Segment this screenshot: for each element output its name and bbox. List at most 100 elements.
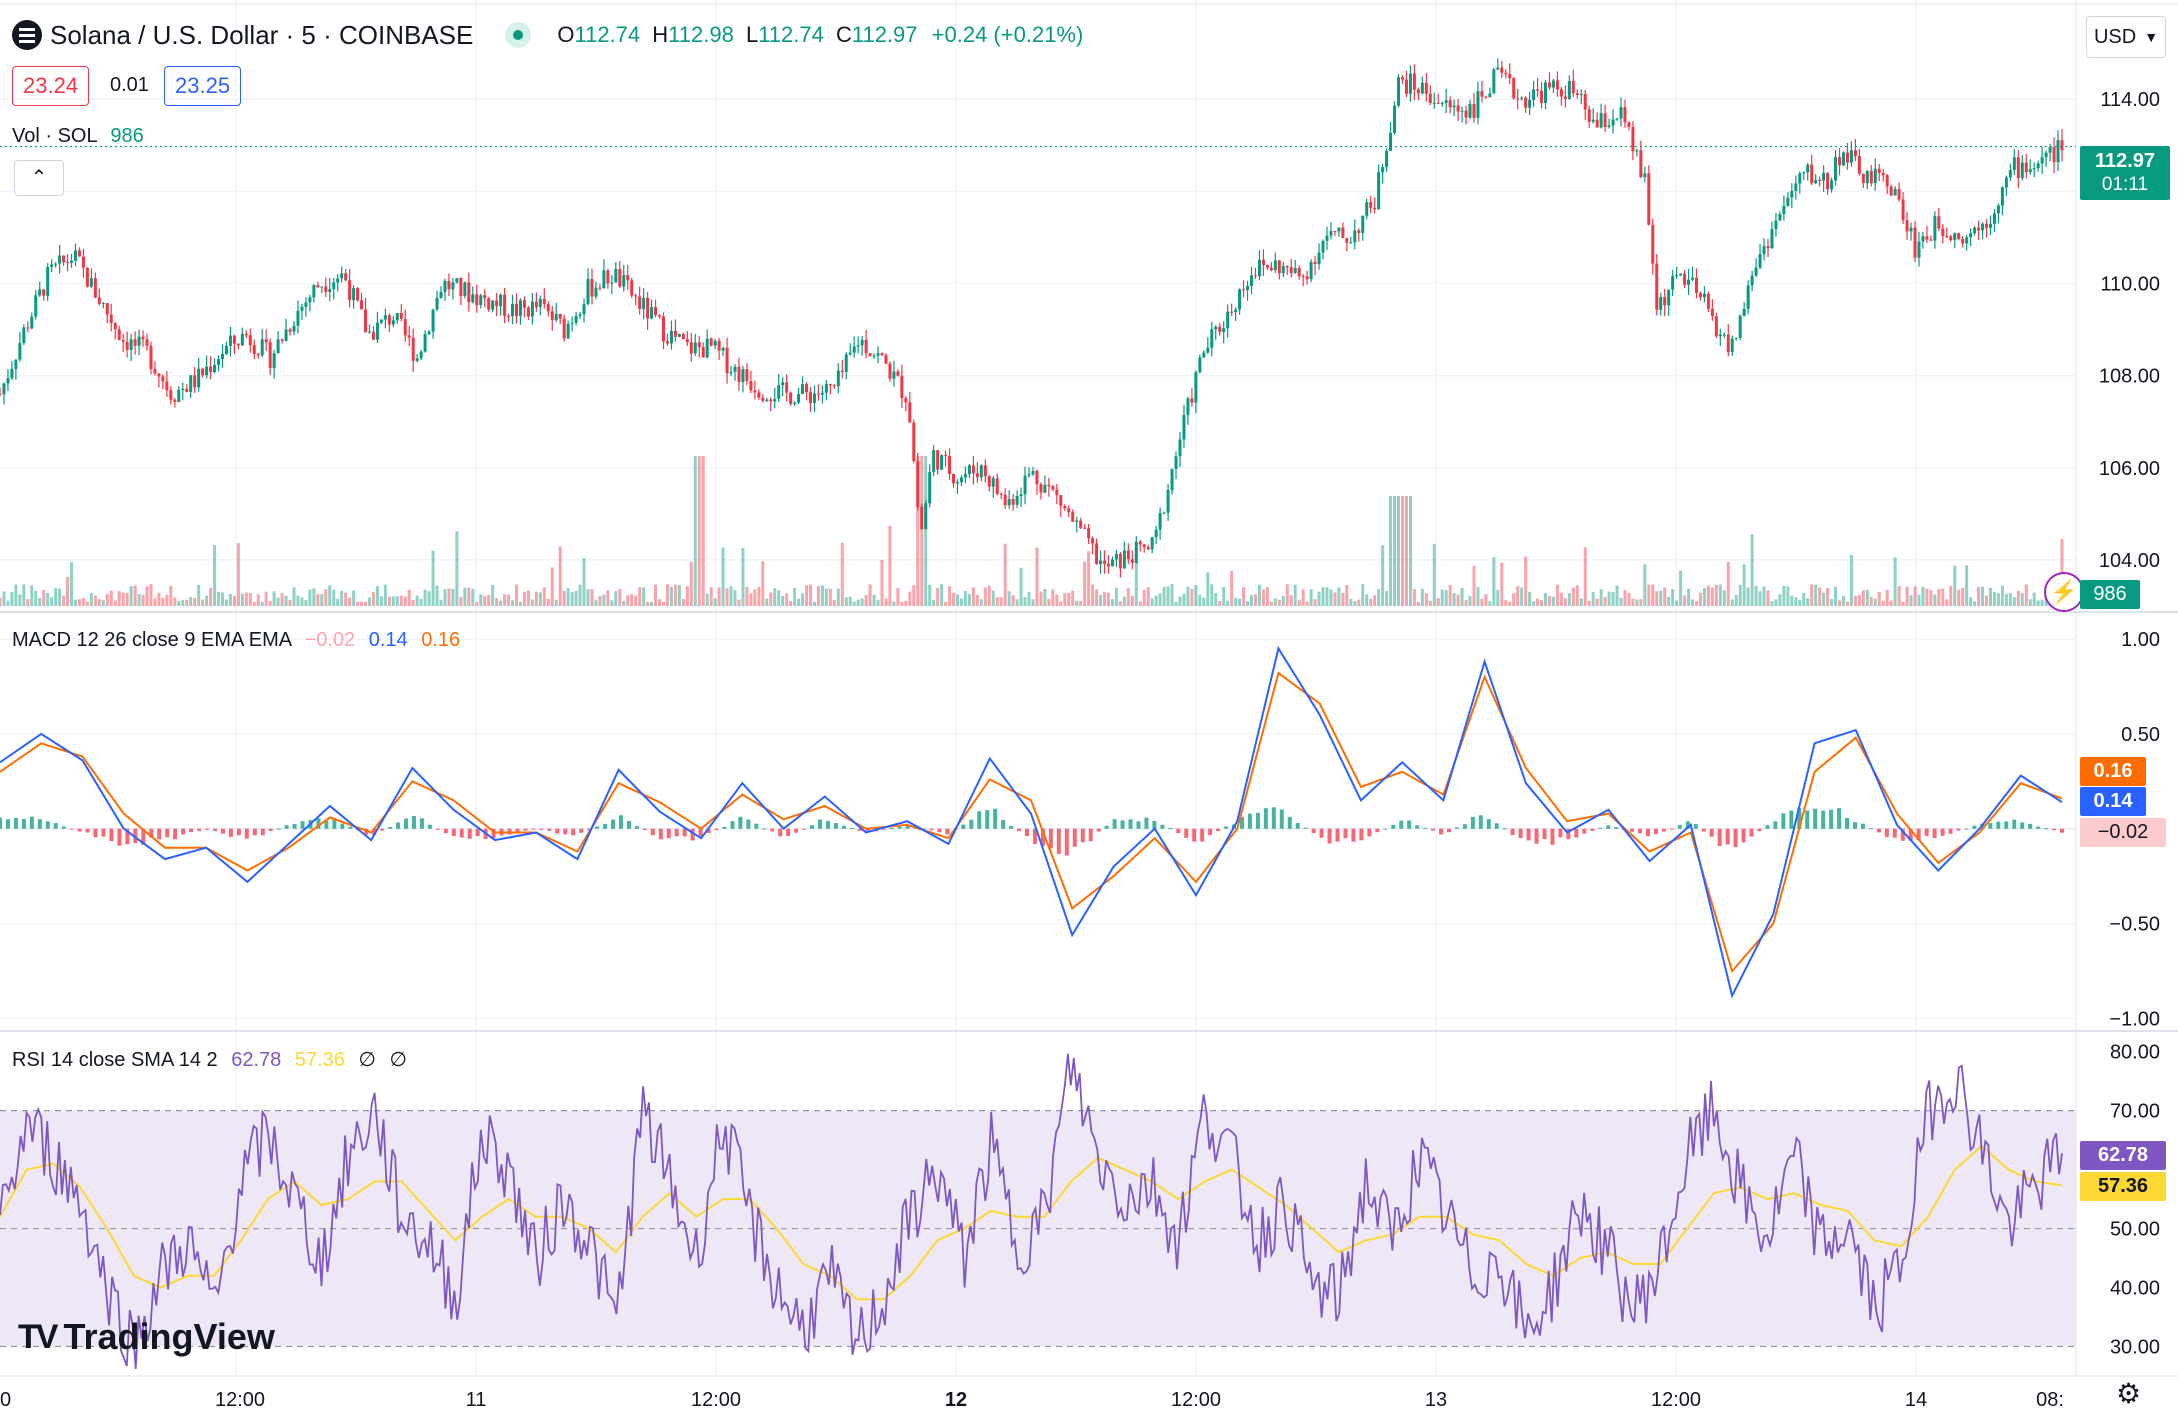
volume-bar [578, 584, 582, 606]
volume-bar [431, 550, 435, 606]
volume-bar [1544, 592, 1548, 606]
candle-body [499, 294, 503, 307]
volume-bar [1627, 592, 1631, 606]
candle-body [570, 322, 574, 324]
volume-bar [1849, 555, 1853, 606]
volume-bar [824, 588, 828, 606]
candle-body [1639, 150, 1643, 178]
volume-bar [125, 593, 129, 606]
candle-body [10, 368, 14, 379]
volume-bar [828, 588, 832, 606]
volume-bar [101, 600, 105, 606]
macd-hist-bar [37, 819, 42, 829]
volume-bar [1973, 601, 1977, 606]
candle-body [1754, 267, 1758, 276]
candle-body [1210, 329, 1214, 348]
macd-hist-bar [236, 828, 241, 836]
rsi-legend[interactable]: RSI 14 close SMA 14 2 62.78 57.36 ∅ ∅ [12, 1049, 407, 1071]
tradingview-logo[interactable]: TV TradingView [18, 1316, 275, 1358]
volume-bar [912, 585, 916, 606]
candle-body [1500, 67, 1504, 73]
candle-body [1186, 398, 1190, 415]
candle-body [1393, 105, 1397, 133]
volume-bar [753, 589, 757, 606]
macd-hist-bar [451, 828, 456, 837]
macd-hist-bar [1271, 807, 1276, 829]
macd-hist-bar [2052, 828, 2057, 831]
macd-hist-bar [1725, 828, 1730, 845]
buy-price-button[interactable]: 23.25 [164, 66, 242, 106]
macd-hist-bar [1884, 828, 1889, 838]
candle-body [316, 285, 320, 288]
volume-bar [1893, 557, 1897, 606]
macd-hist-bar [865, 828, 870, 832]
volume-bar [70, 562, 74, 606]
macd-hist-bar [1837, 808, 1842, 829]
settings-gear-icon[interactable]: ⚙ [2116, 1378, 2142, 1409]
volume-bar [558, 546, 562, 606]
candle-body [1619, 107, 1623, 119]
macd-hist-bar [427, 824, 432, 829]
candle-body [1397, 77, 1401, 106]
candle-body [1230, 311, 1234, 313]
volume-bar [1726, 561, 1730, 606]
volume-bar [709, 587, 713, 606]
volume-bar [1468, 595, 1472, 606]
candle-body [1925, 236, 1929, 240]
candle-body [741, 369, 745, 382]
volume-bar [1611, 592, 1615, 606]
volume-bar [26, 599, 30, 606]
volume-bar [1810, 584, 1814, 606]
currency-select[interactable]: USD ▼ [2086, 16, 2166, 58]
sell-price-button[interactable]: 23.24 [12, 66, 90, 106]
candle-body [1071, 512, 1075, 522]
volume-bar [618, 588, 622, 606]
lightning-icon[interactable]: ⚡ [2044, 572, 2084, 612]
candle-body [1567, 81, 1571, 99]
volume-bar [852, 601, 856, 606]
tradingview-brand-text: TradingView [63, 1316, 275, 1357]
macd-hist-bar [1757, 828, 1762, 832]
macd-hist-bar [642, 828, 647, 831]
candle-body [876, 353, 880, 356]
candle-body [1973, 227, 1977, 234]
candle-body [1103, 560, 1107, 564]
macd-hist-bar [1646, 828, 1651, 837]
symbol-header[interactable]: Solana / U.S. Dollar · 5 · COINBASE O112… [12, 20, 1083, 50]
macd-legend[interactable]: MACD 12 26 close 9 EMA EMA −0.02 0.14 0.… [12, 629, 461, 651]
volume-bar [296, 595, 300, 606]
volume-bar [1357, 599, 1361, 606]
candle-body [967, 465, 971, 475]
macd-hist-bar [1136, 821, 1141, 829]
volume-bar [1770, 601, 1774, 606]
candle-body [213, 364, 217, 373]
macd-hist-bar [404, 818, 409, 829]
macd-line [0, 645, 2063, 999]
volume-bar [1126, 587, 1130, 606]
volume-bar [77, 599, 81, 606]
volume-bar [610, 600, 614, 606]
candle-body [1452, 105, 1456, 108]
collapse-legend-button[interactable]: ⌃ [14, 160, 64, 196]
volume-bar [1635, 599, 1639, 606]
candle-body [1921, 236, 1925, 242]
candle-body [1261, 259, 1265, 265]
volume-bar [1432, 543, 1436, 606]
candle-body [602, 270, 606, 289]
volume-legend[interactable]: Vol · SOL 986 [12, 125, 144, 147]
candle-body [554, 313, 558, 321]
candle-body [1806, 164, 1810, 173]
macd-hist-bar [825, 820, 830, 829]
macd-hist-bar [666, 828, 671, 839]
macd-hist-bar [1088, 828, 1093, 842]
volume-bar [364, 601, 368, 606]
macd-hist-bar [1128, 819, 1133, 829]
candle-body [534, 301, 538, 308]
volume-bar [634, 595, 638, 606]
volume-bar [479, 594, 483, 606]
volume-bar [860, 598, 864, 606]
macd-hist-bar [618, 815, 623, 829]
volume-bar [884, 598, 888, 606]
candle-body [1726, 334, 1730, 352]
